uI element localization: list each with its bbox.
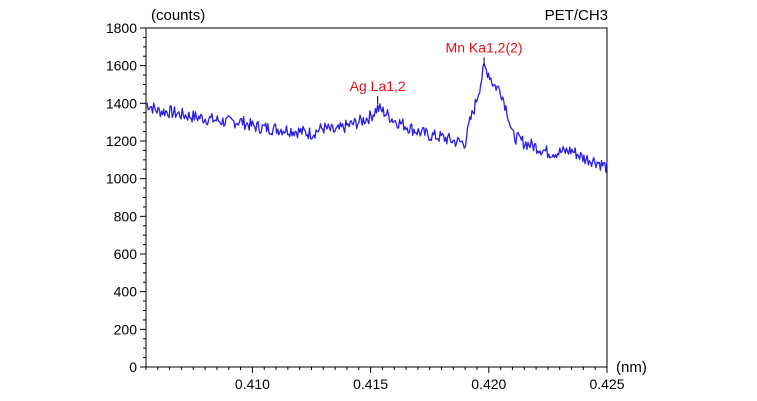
- peak-label: Ag La1,2: [350, 78, 406, 94]
- y-tick-label: 400: [114, 284, 138, 300]
- y-tick-label: 1200: [106, 133, 137, 149]
- y-tick-label: 1000: [106, 171, 137, 187]
- x-tick-label: 0.425: [589, 376, 624, 392]
- y-axis-label: (counts): [151, 7, 205, 24]
- x-tick-label: 0.410: [235, 376, 270, 392]
- x-axis-label: (nm): [616, 359, 647, 376]
- y-tick-label: 1800: [106, 20, 137, 36]
- y-tick-label: 0: [129, 359, 137, 375]
- x-tick-label: 0.420: [471, 376, 506, 392]
- y-tick-label: 200: [114, 321, 138, 337]
- y-tick-label: 600: [114, 246, 138, 262]
- x-tick-label: 0.415: [353, 376, 388, 392]
- chart-title: PET/CH3: [545, 7, 608, 24]
- y-tick-label: 1600: [106, 58, 137, 74]
- peak-label: Mn Ka1,2(2): [446, 39, 523, 55]
- spectrum-line: [145, 62, 608, 173]
- y-tick-label: 1400: [106, 95, 137, 111]
- y-tick-label: 800: [114, 208, 138, 224]
